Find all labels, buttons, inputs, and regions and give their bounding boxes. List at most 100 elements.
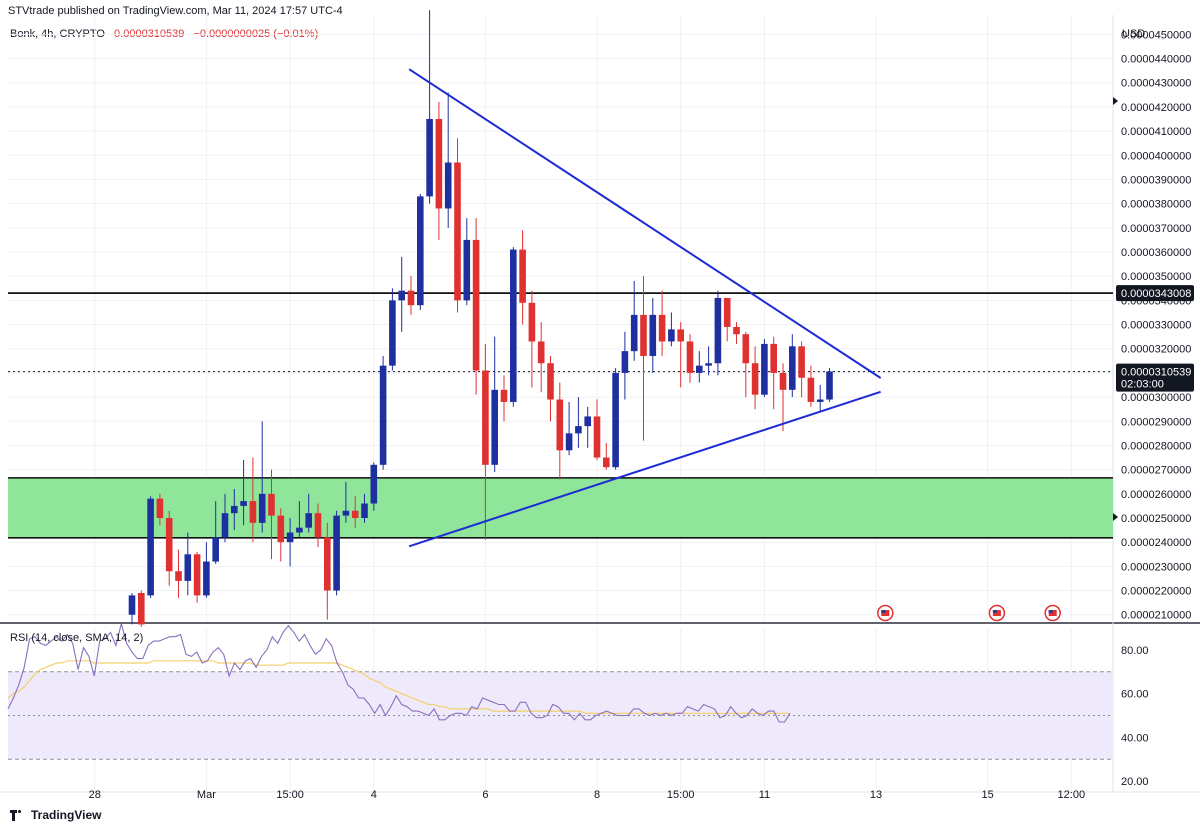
candle	[175, 549, 182, 598]
time-tick-label: 12:00	[1058, 789, 1086, 801]
candle	[482, 343, 489, 540]
candle	[565, 401, 573, 456]
rsi-line	[7, 623, 791, 723]
candle	[258, 421, 266, 533]
event-flag-icon	[988, 604, 1006, 622]
candle	[714, 290, 722, 376]
candle-body	[751, 363, 759, 395]
candle	[705, 346, 712, 376]
candle-body	[621, 351, 629, 373]
candle	[612, 368, 619, 470]
candle	[444, 92, 452, 228]
publish-info: STVtrade published on TradingView.com, M…	[8, 5, 343, 17]
candle-body	[798, 346, 805, 378]
candle-body	[268, 493, 275, 516]
candle	[156, 493, 164, 526]
candle	[249, 457, 257, 543]
candle-body	[640, 314, 647, 356]
candle	[686, 334, 694, 383]
candle-body	[184, 554, 192, 581]
candle	[203, 542, 210, 598]
candle-body	[370, 464, 378, 504]
time-tick-label: 4	[371, 789, 377, 801]
candle-body	[714, 297, 722, 364]
candle-body	[454, 162, 461, 301]
candle	[798, 341, 805, 398]
candle	[398, 256, 405, 332]
candle-body	[286, 532, 294, 543]
candle-body	[556, 399, 564, 451]
candle	[528, 290, 536, 388]
candle	[138, 590, 145, 627]
candle-body	[630, 314, 638, 352]
rsi-tick-label: 80.00	[1121, 645, 1149, 657]
candle-body	[519, 249, 526, 303]
candle	[333, 510, 340, 596]
candle-body	[193, 554, 201, 596]
candles	[128, 10, 833, 627]
candle	[584, 406, 591, 448]
candle-body	[296, 527, 303, 533]
candle-body	[221, 513, 229, 538]
price-tick-label: 0.0000410000	[1121, 126, 1191, 138]
event-flag-icon	[1044, 604, 1061, 622]
candle-body	[249, 501, 257, 523]
candle-body	[816, 399, 824, 402]
candle-body	[351, 510, 359, 519]
candle	[556, 382, 564, 480]
candle-body	[761, 343, 768, 395]
price-tick-label: 0.0000210000	[1121, 610, 1191, 622]
candle	[621, 331, 629, 400]
candle-body	[603, 457, 610, 468]
time-tick-label: Mar	[197, 789, 216, 801]
candle	[240, 459, 247, 526]
price-tick-label: 0.0000430000	[1121, 78, 1191, 90]
rsi-ma-line	[7, 660, 790, 714]
price-axis[interactable]: 0.0000450000 0.0000440000 0.0000430000 0.00…	[1113, 29, 1194, 622]
candle	[826, 368, 833, 402]
candle	[379, 355, 387, 470]
price-tick-label: 0.0000450000	[1121, 29, 1191, 41]
candle	[807, 365, 815, 407]
candle-body	[658, 314, 666, 342]
candle	[268, 469, 275, 560]
rsi-tick-label: 40.00	[1121, 732, 1149, 744]
candle	[603, 443, 610, 470]
rsi-tick-label: 20.00	[1121, 776, 1149, 788]
candle-body	[342, 510, 350, 516]
candle-body	[668, 329, 675, 342]
price-tick-label: 0.0000320000	[1121, 344, 1191, 356]
price-tick-label: 0.0000290000	[1121, 416, 1191, 428]
price-tick-label: 0.0000240000	[1121, 537, 1191, 549]
candle	[500, 375, 508, 422]
candle	[128, 592, 136, 625]
price-tick-label: 0.0000400000	[1121, 150, 1191, 162]
candle	[184, 532, 192, 596]
candle	[770, 336, 777, 410]
price-tick-label: 0.0000260000	[1121, 489, 1191, 501]
event-flag-canton	[881, 610, 886, 613]
trendlines	[408, 68, 882, 548]
candle	[630, 281, 638, 361]
candle	[342, 481, 350, 523]
candle-body	[277, 515, 285, 543]
candle-body	[482, 370, 489, 465]
candle-body	[584, 416, 591, 427]
time-axis[interactable]: 28 Mar 15:00 4 6 8 15:00 11 13 15 12:00	[89, 789, 1085, 801]
candle	[510, 247, 517, 407]
candle	[547, 355, 554, 422]
candle-body	[324, 537, 331, 591]
rsi-legend: RSI (14, close, SMA, 14, 2)	[10, 632, 144, 644]
demand-zone	[8, 477, 1113, 539]
candle-body	[165, 518, 173, 572]
candle-body	[231, 505, 238, 514]
candle-body	[333, 515, 340, 591]
candle	[677, 322, 684, 388]
current-price-tag	[1116, 363, 1194, 392]
candle-body	[723, 297, 731, 327]
candle-body	[789, 346, 796, 390]
candle-body	[417, 196, 424, 306]
time-tick-label: 15:00	[276, 789, 304, 801]
candle	[296, 501, 303, 538]
